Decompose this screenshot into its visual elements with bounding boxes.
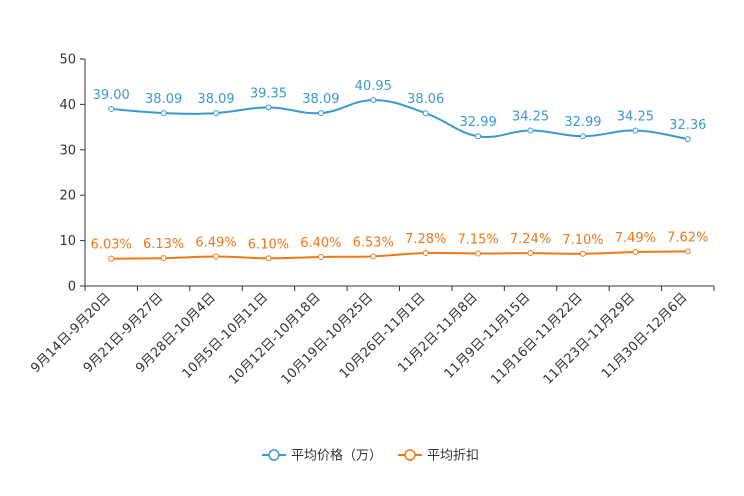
data-point — [213, 253, 220, 260]
data-point — [632, 248, 639, 255]
data-point — [370, 253, 377, 260]
data-point — [684, 248, 691, 255]
data-label: 38.06 — [407, 92, 444, 107]
data-point — [422, 110, 429, 117]
legend-item-0[interactable]: 平均价格（万） — [262, 448, 382, 464]
data-label: 6.53% — [353, 235, 394, 250]
data-point — [370, 97, 377, 104]
x-tick-label: 11月23日-11月29日 — [541, 290, 638, 387]
data-label: 38.09 — [197, 92, 234, 107]
legend-marker-icon — [404, 449, 416, 461]
data-point — [422, 249, 429, 256]
data-point — [475, 133, 482, 140]
x-tick-label: 10月19日-10月25日 — [279, 290, 376, 387]
legend-marker-icon — [268, 449, 280, 461]
data-point — [527, 127, 534, 134]
data-point — [108, 105, 115, 112]
legend-label: 平均折扣 — [427, 449, 479, 464]
data-label: 6.13% — [143, 237, 184, 252]
data-label: 32.99 — [564, 115, 601, 130]
data-label: 39.00 — [93, 88, 130, 103]
series-line-1 — [111, 250, 688, 260]
data-point — [317, 110, 324, 117]
data-point — [160, 255, 167, 262]
data-point — [579, 250, 586, 257]
x-tick-label: 10月12日-10月18日 — [226, 290, 323, 387]
legend-item-1[interactable]: 平均折扣 — [398, 449, 479, 464]
data-label: 34.25 — [512, 110, 549, 125]
data-label: 40.95 — [355, 79, 392, 94]
y-tick-label: 40 — [59, 98, 76, 113]
y-tick-label: 30 — [59, 143, 76, 158]
data-label: 7.24% — [510, 232, 551, 247]
data-label: 6.40% — [300, 236, 341, 251]
data-point — [108, 255, 115, 262]
x-tick-label: 11月16日-11月22日 — [488, 290, 585, 387]
axes: 010203040509月14日-9月20日9月21日-9月27日9月28日-1… — [28, 53, 715, 388]
data-label: 32.36 — [669, 118, 706, 133]
data-label: 32.99 — [460, 115, 497, 130]
data-point — [527, 250, 534, 257]
data-label: 6.10% — [248, 237, 289, 252]
legend[interactable]: 平均价格（万） 平均折扣 — [262, 448, 479, 464]
data-point — [160, 110, 167, 117]
data-point — [684, 136, 691, 143]
data-label: 39.35 — [250, 86, 287, 101]
legend-label: 平均价格（万） — [291, 448, 382, 464]
data-label: 7.49% — [615, 231, 656, 246]
y-tick-label: 0 — [68, 280, 76, 295]
data-point — [265, 104, 272, 111]
data-label: 38.09 — [302, 92, 339, 107]
data-label: 7.62% — [667, 230, 708, 245]
data-label: 38.09 — [145, 92, 182, 107]
data-label: 7.10% — [562, 233, 603, 248]
data-point — [317, 253, 324, 260]
data-label: 7.15% — [457, 233, 498, 248]
y-tick-label: 20 — [59, 189, 76, 204]
data-point — [632, 127, 639, 134]
data-point — [265, 255, 272, 262]
data-label: 6.03% — [91, 238, 132, 253]
y-tick-label: 50 — [59, 53, 76, 68]
series-layer: 39.00 38.09 38.09 39.35 38.09 40.95 38.06 32.99… — [91, 79, 708, 262]
data-label: 7.28% — [405, 232, 446, 247]
data-point — [579, 133, 586, 140]
data-point — [475, 250, 482, 257]
data-label: 6.49% — [195, 236, 236, 251]
data-point — [213, 110, 220, 117]
series-line-0 — [111, 99, 688, 141]
data-label: 34.25 — [617, 110, 654, 125]
y-tick-label: 10 — [59, 234, 76, 249]
